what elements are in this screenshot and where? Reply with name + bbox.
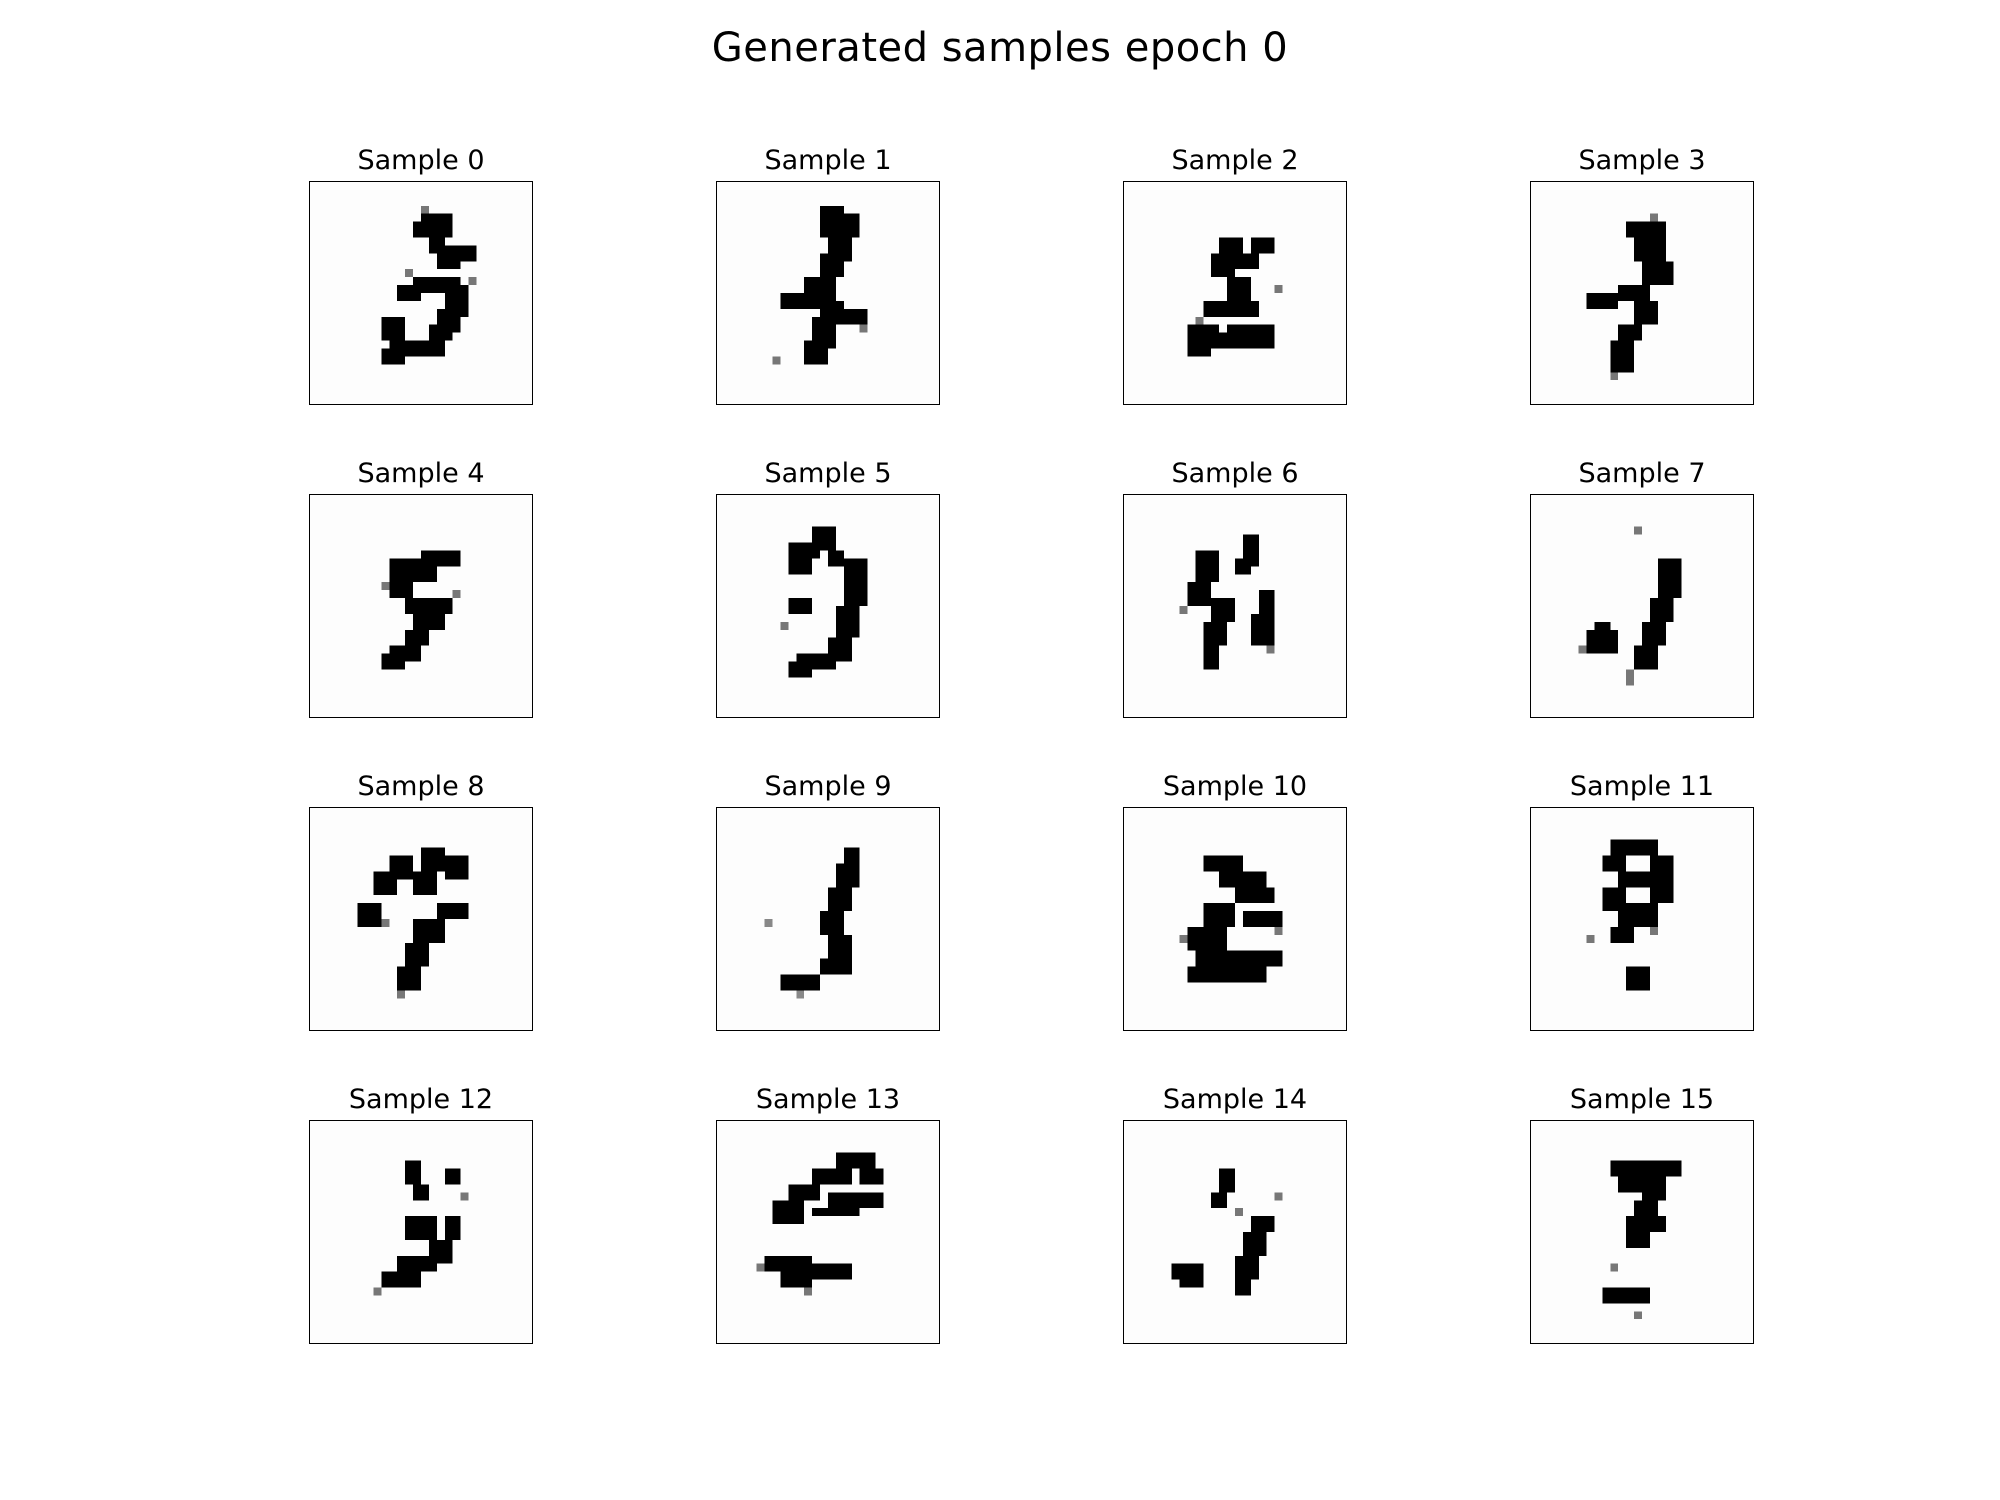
sample-title: Sample 10 <box>1162 771 1308 802</box>
sample-title: Sample 7 <box>1578 458 1706 489</box>
sample-cell: Sample 8 <box>309 769 533 1031</box>
sample-cell: Sample 2 <box>1123 143 1347 405</box>
sample-title: Sample 8 <box>357 771 485 802</box>
sample-cell: Sample 14 <box>1123 1082 1347 1344</box>
sample-title: Sample 0 <box>357 145 485 176</box>
figure-title: Generated samples epoch 0 <box>711 25 1289 71</box>
sample-cell: Sample 5 <box>716 456 940 718</box>
sample-cell: Sample 10 <box>1123 769 1347 1031</box>
sample-cell: Sample 7 <box>1530 456 1754 718</box>
sample-title: Sample 6 <box>1171 458 1299 489</box>
sample-image <box>716 494 940 718</box>
sample-image <box>1123 181 1347 405</box>
sample-image <box>1530 181 1754 405</box>
sample-cell: Sample 0 <box>309 143 533 405</box>
sample-title: Sample 4 <box>357 458 485 489</box>
sample-title: Sample 15 <box>1569 1084 1715 1115</box>
sample-cell: Sample 11 <box>1530 769 1754 1031</box>
sample-cell: Sample 15 <box>1530 1082 1754 1344</box>
sample-cell: Sample 13 <box>716 1082 940 1344</box>
sample-title: Sample 11 <box>1569 771 1715 802</box>
sample-image <box>309 807 533 1031</box>
sample-title: Sample 14 <box>1162 1084 1308 1115</box>
sample-image <box>1123 494 1347 718</box>
sample-title: Sample 2 <box>1171 145 1299 176</box>
sample-title: Sample 1 <box>764 145 892 176</box>
sample-cell: Sample 4 <box>309 456 533 718</box>
sample-image <box>1123 1120 1347 1344</box>
sample-image <box>716 1120 940 1344</box>
sample-cell: Sample 6 <box>1123 456 1347 718</box>
sample-image <box>716 181 940 405</box>
sample-title: Sample 12 <box>348 1084 494 1115</box>
sample-cell: Sample 1 <box>716 143 940 405</box>
sample-title: Sample 9 <box>764 771 892 802</box>
sample-image <box>309 1120 533 1344</box>
sample-title: Sample 5 <box>764 458 892 489</box>
sample-image <box>309 494 533 718</box>
sample-image <box>1123 807 1347 1031</box>
sample-image <box>1530 1120 1754 1344</box>
sample-image <box>1530 807 1754 1031</box>
sample-cell: Sample 12 <box>309 1082 533 1344</box>
sample-title: Sample 3 <box>1578 145 1706 176</box>
sample-cell: Sample 9 <box>716 769 940 1031</box>
sample-cell: Sample 3 <box>1530 143 1754 405</box>
sample-image <box>716 807 940 1031</box>
sample-image <box>1530 494 1754 718</box>
sample-image <box>309 181 533 405</box>
sample-title: Sample 13 <box>755 1084 901 1115</box>
